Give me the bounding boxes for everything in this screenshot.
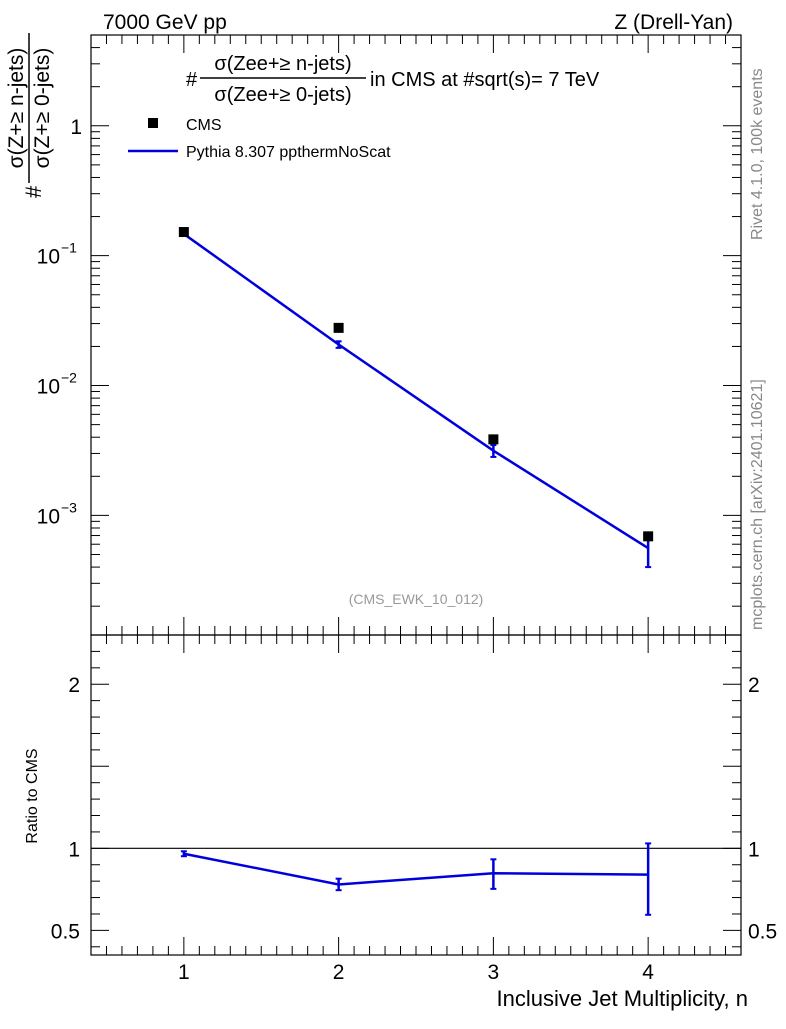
title-den: σ(Zee+≥ 0-jets) [214,84,351,106]
legend: CMS Pythia 8.307 ppthermNoScat [128,117,391,161]
main-ytick-exponent: −2 [61,370,77,386]
ratio-ytick-label-right: 1 [748,838,760,861]
rivet-label: Rivet 4.1.0, 100k events [749,68,766,240]
ratio-ytick-label-left: 0.5 [51,920,80,943]
title-suffix: in CMS at #sqrt(s)= 7 TeV [370,69,600,91]
title-prefix: # [186,69,198,91]
main-ylabel: # σ(Z+≥ n-jets) σ(Z+≥ 0-jets) [5,33,54,198]
ratio-ylabel: Ratio to CMS [24,748,41,843]
main-ytick-exponent: −3 [61,499,77,515]
legend-cms-label: CMS [186,117,222,134]
ratio-plot-area: 0.5 0.5 1 1 2 2 1 2 3 4 [51,635,777,984]
legend-cms-marker [148,118,158,128]
main-ytick-exponent: −1 [61,240,77,256]
main-ytick-label: 10 [37,246,60,269]
xtick-label: 3 [488,961,500,984]
cms-data-point [488,434,499,445]
header-left: 7000 GeV pp [103,11,227,34]
ratio-ytick-label-right: 0.5 [748,920,777,943]
main-ylabel-prefix: # [21,185,46,198]
cms-data-point [333,322,344,333]
main-ytick-label: 1 [70,116,82,139]
main-plot-area: 10 −310 −210 −11 [37,34,741,635]
title-num: σ(Zee+≥ n-jets) [214,53,351,75]
main-ytick-label: 10 [37,376,60,399]
pythia-series-line [183,232,649,550]
xtick-label: 2 [333,961,345,984]
main-ytick-label: 10 [37,505,60,528]
ratio-ytick-label-left: 2 [68,674,80,697]
cms-data-point [178,227,189,238]
main-ylabel-num: σ(Z+≥ n-jets) [5,48,28,169]
header-right: Z (Drell-Yan) [614,11,733,34]
main-ylabel-den: σ(Z+≥ 0-jets) [31,48,54,169]
analysis-watermark: (CMS_EWK_10_012) [349,591,484,607]
xtick-label: 1 [178,961,190,984]
legend-pythia-label: Pythia 8.307 ppthermNoScat [186,144,391,161]
ratio-ytick-label-right: 2 [748,674,760,697]
ratio-series-line [183,852,649,886]
mcplots-label: mcplots.cern.ch [arXiv:2401.10621] [749,379,766,630]
xlabel: Inclusive Jet Multiplicity, n [497,986,748,1011]
ratio-ytick-label-left: 1 [68,838,80,861]
xtick-label: 4 [642,961,654,984]
cms-data-point [643,531,654,542]
chart-title: # σ(Zee+≥ n-jets) σ(Zee+≥ 0-jets) in CMS… [186,53,600,106]
ratio-frame [90,634,742,956]
